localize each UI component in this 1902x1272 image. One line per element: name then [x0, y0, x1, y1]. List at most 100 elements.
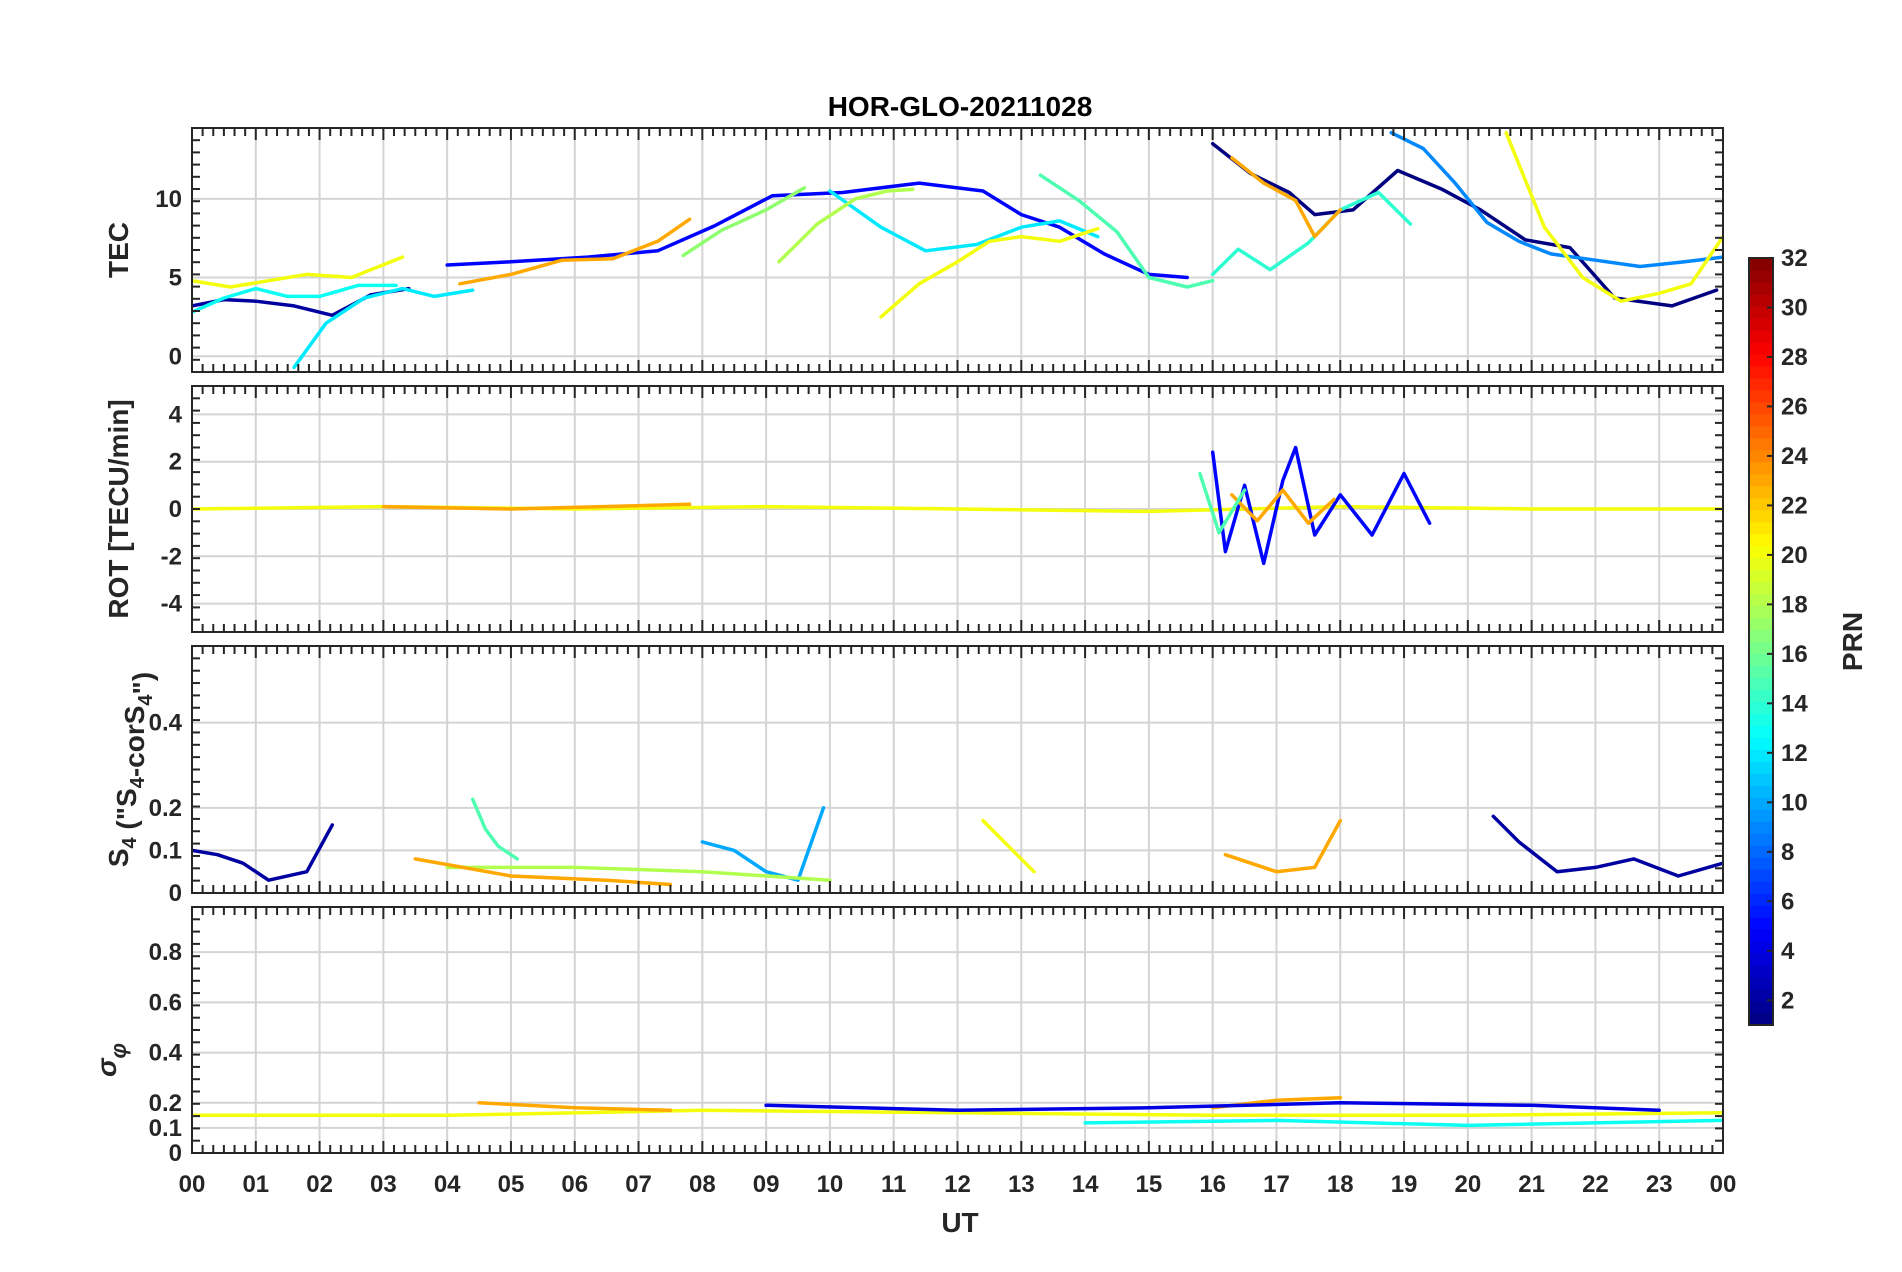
- colorbar-tick-label: 18: [1781, 591, 1808, 618]
- colorbar-segment: [1749, 258, 1773, 271]
- colorbar-segment: [1749, 389, 1773, 403]
- y-tick-label: 0.4: [149, 710, 183, 737]
- panel-series-group: [192, 445, 1723, 566]
- colorbar-segment: [1749, 881, 1773, 894]
- colorbar-segment: [1749, 569, 1773, 583]
- panel-series-group: [192, 1096, 1723, 1128]
- colorbar-tick-label: 2: [1781, 987, 1794, 1014]
- y-label-part: -corS: [119, 706, 150, 778]
- colorbar-segment: [1749, 425, 1773, 439]
- x-tick-label: 03: [370, 1171, 397, 1198]
- x-tick-label: 19: [1391, 1171, 1418, 1198]
- x-tick-label: 07: [625, 1171, 652, 1198]
- series-line-prn-18: [445, 865, 832, 882]
- colorbar-tick-label: 20: [1781, 542, 1808, 569]
- series-line-prn-4: [764, 1101, 1661, 1113]
- colorbar-segment: [1749, 485, 1773, 499]
- series-line-prn-15: [1038, 173, 1215, 289]
- colorbar-tick-label: 12: [1781, 740, 1808, 767]
- colorbar-segment: [1749, 617, 1773, 631]
- series-line-prn-18: [777, 187, 915, 264]
- y-tick-label: -2: [161, 543, 182, 570]
- series-line-prn-9: [1389, 130, 1723, 269]
- colorbar-segment: [1749, 437, 1773, 451]
- x-tick-label: 08: [689, 1171, 716, 1198]
- x-axis: 00 01 02 03 04 05 06 07 08 09 10 11 12 13 14 15 16 17 18 19…: [179, 1171, 1737, 1198]
- colorbar-segment: [1749, 677, 1773, 691]
- colorbar-segment: [1749, 953, 1773, 966]
- y-tick-label: -4: [161, 591, 183, 618]
- x-tick-label: 09: [753, 1171, 780, 1198]
- colorbar-segment: [1749, 461, 1773, 475]
- colorbar-tick-label: 10: [1781, 789, 1808, 816]
- y-tick-label: 0.8: [149, 939, 182, 966]
- y-label-subscript: 4: [135, 694, 157, 706]
- colorbar-segment: [1749, 965, 1773, 978]
- colorbar-frame: [1748, 257, 1774, 1026]
- colorbar-segment: [1749, 833, 1773, 846]
- colorbar-segment: [1749, 941, 1773, 954]
- colorbar-segment: [1749, 593, 1773, 607]
- colorbar-segment: [1749, 449, 1773, 463]
- y-tick-label: 0.2: [149, 795, 182, 822]
- colorbar-segment: [1749, 473, 1773, 487]
- colorbar-segment: [1749, 629, 1773, 643]
- colorbar-tick-label: 16: [1781, 641, 1808, 668]
- x-tick-label: 22: [1582, 1171, 1609, 1198]
- x-tick-label: 02: [306, 1171, 333, 1198]
- x-tick-label: 16: [1199, 1171, 1226, 1198]
- panel-rot: -4 -2 0 2 4 ROT [TECU/min]: [103, 385, 1724, 633]
- colorbar-segment: [1749, 845, 1773, 858]
- x-tick-label: 18: [1327, 1171, 1354, 1198]
- colorbar-segment: [1749, 989, 1773, 1002]
- x-tick-label: 21: [1518, 1171, 1545, 1198]
- colorbar-tick-label: 22: [1781, 492, 1808, 519]
- colorbar-segment: [1749, 737, 1773, 750]
- colorbar-segment: [1749, 581, 1773, 595]
- series-line-prn-12: [292, 286, 475, 370]
- chart-title: HOR-GLO-20211028: [828, 91, 1093, 122]
- x-tick-label: 20: [1454, 1171, 1481, 1198]
- x-tick-label: 13: [1008, 1171, 1035, 1198]
- colorbar-segment: [1749, 545, 1773, 559]
- colorbar-segment: [1749, 365, 1773, 379]
- colorbar-segment: [1749, 977, 1773, 990]
- panel-sigma_phi: 00.10.2 0.4 0.6 0.8 σφ: [91, 906, 1724, 1167]
- colorbar-segment: [1749, 713, 1773, 726]
- colorbar-segment: [1749, 341, 1773, 355]
- y-tick-label: 0.2: [149, 1090, 182, 1117]
- colorbar-segment: [1749, 821, 1773, 834]
- colorbar-segment: [1749, 725, 1773, 738]
- series-line-prn-15: [1198, 471, 1247, 535]
- colorbar-segment: [1749, 761, 1773, 774]
- y-label-subscript: 4: [119, 836, 141, 848]
- y-tick-label: 4: [169, 401, 183, 428]
- y-axis-label: S4 ("S4-corS4"): [103, 672, 158, 867]
- y-tick-label: 0: [169, 343, 182, 370]
- colorbar-segment: [1749, 1001, 1773, 1014]
- panel-series-group: [192, 130, 1723, 370]
- colorbar-segment: [1749, 509, 1773, 523]
- x-tick-label: 12: [944, 1171, 971, 1198]
- colorbar-label: PRN: [1837, 612, 1868, 671]
- x-tick-label: 05: [498, 1171, 525, 1198]
- y-label-part: ("S: [111, 788, 142, 837]
- colorbar-segment: [1749, 305, 1773, 319]
- y-axis-label: σφ: [91, 1043, 131, 1077]
- colorbar-segment: [1749, 785, 1773, 798]
- colorbar-segment: [1749, 869, 1773, 882]
- series-line-prn-13: [192, 283, 398, 314]
- colorbar-tick-label: 6: [1781, 888, 1794, 915]
- series-line-prn-23: [477, 1101, 673, 1113]
- y-tick-label: 0.1: [149, 1115, 182, 1142]
- colorbar-segment: [1749, 557, 1773, 571]
- y-axis-label: TEC: [103, 222, 134, 278]
- colorbar-segment: [1749, 749, 1773, 762]
- series-line-prn-5: [445, 181, 1189, 280]
- series-line-prn-20: [1504, 130, 1723, 303]
- y-tick-label: 2: [169, 449, 182, 476]
- x-tick-label: 11: [881, 1171, 906, 1198]
- panel-tec: 0 5 10 TEC: [103, 127, 1724, 373]
- colorbar-tick-label: 30: [1781, 294, 1808, 321]
